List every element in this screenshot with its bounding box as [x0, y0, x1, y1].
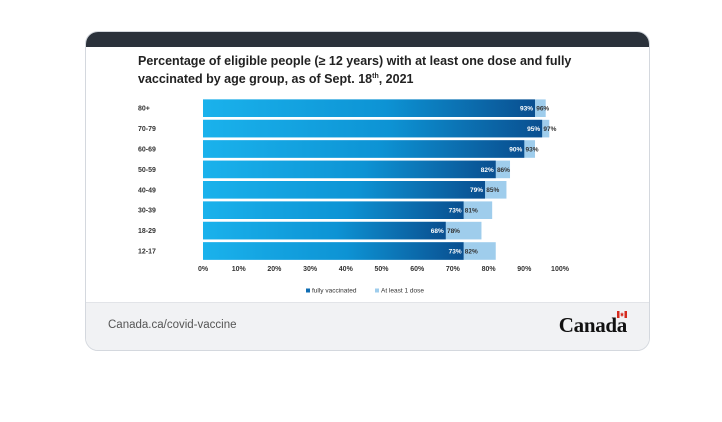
fully-bar — [203, 99, 536, 117]
category-label: 12-17 — [138, 249, 156, 256]
fully-bar — [203, 119, 543, 138]
fully-value-label: 68% — [431, 228, 444, 235]
fully-value-label: 73% — [449, 208, 462, 215]
chart-title-year: , 2021 — [378, 72, 414, 87]
footer: Canada.ca/covid-vaccine Canada — [86, 302, 649, 350]
legend-swatch-fully — [306, 288, 310, 293]
category-label: 50-59 — [138, 167, 156, 174]
fully-bar — [203, 160, 496, 179]
chart-title-text: Percentage of eligible people (≥ 12 year… — [138, 54, 572, 87]
x-tick-label: 80% — [482, 266, 497, 273]
fully-value-label: 82% — [481, 167, 494, 174]
fully-bar — [203, 140, 525, 158]
x-tick-label: 20% — [267, 266, 282, 273]
category-label: 18-29 — [138, 228, 156, 235]
fully-value-label: 93% — [520, 106, 533, 113]
chart-title: Percentage of eligible people (≥ 12 year… — [138, 53, 608, 87]
fully-bar — [203, 221, 446, 240]
dose-value-label: 97% — [543, 126, 556, 133]
category-label: 40-49 — [138, 187, 156, 194]
fully-value-label: 79% — [470, 187, 483, 194]
canada-flag-icon — [617, 311, 627, 318]
x-tick-label: 0% — [198, 266, 209, 273]
legend-swatch-dose — [375, 288, 379, 293]
legend-label-fully: fully vaccinated — [312, 288, 357, 295]
x-tick-label: 70% — [446, 266, 461, 273]
x-tick-label: 10% — [232, 266, 247, 273]
category-label: 60-69 — [138, 147, 156, 154]
x-tick-label: 30% — [303, 266, 318, 273]
fully-bar — [203, 201, 464, 219]
fully-bar — [203, 181, 486, 199]
dose-value-label: 85% — [486, 187, 499, 194]
dose-value-label: 82% — [465, 248, 478, 255]
dose-value-label: 86% — [497, 167, 510, 174]
fully-value-label: 90% — [509, 146, 522, 153]
canada-vaccine-link[interactable]: Canada.ca/covid-vaccine — [108, 319, 237, 331]
x-tick-label: 60% — [410, 266, 425, 273]
card-top-bar — [86, 32, 649, 47]
x-tick-label: 50% — [374, 266, 389, 273]
fully-value-label: 95% — [527, 126, 540, 133]
bar-chart: 80+ 93% 96%70-79 95% 97%60-69 90% 93%50-59 82% 8… — [138, 99, 570, 295]
fully-bar — [203, 242, 464, 260]
fully-value-label: 73% — [449, 248, 462, 255]
category-label: 80+ — [138, 106, 150, 113]
dose-value-label: 81% — [465, 208, 478, 215]
x-tick-label: 90% — [517, 266, 532, 273]
legend-label-dose: At least 1 dose — [381, 288, 424, 295]
chart-plot-area: 80+ 93% 96%70-79 95% 97%60-69 90% 93%50-59 82% 8… — [138, 99, 570, 295]
canada-wordmark: Canada — [558, 313, 628, 337]
x-tick-label: 100% — [551, 266, 570, 273]
dose-value-label: 93% — [526, 146, 539, 153]
infographic-card: Percentage of eligible people (≥ 12 year… — [85, 31, 650, 351]
x-tick-label: 40% — [339, 266, 354, 273]
dose-value-label: 78% — [447, 228, 460, 235]
category-label: 30-39 — [138, 208, 156, 215]
category-label: 70-79 — [138, 126, 156, 133]
dose-value-label: 96% — [536, 106, 549, 113]
chart-title-superscript: th — [372, 73, 379, 80]
